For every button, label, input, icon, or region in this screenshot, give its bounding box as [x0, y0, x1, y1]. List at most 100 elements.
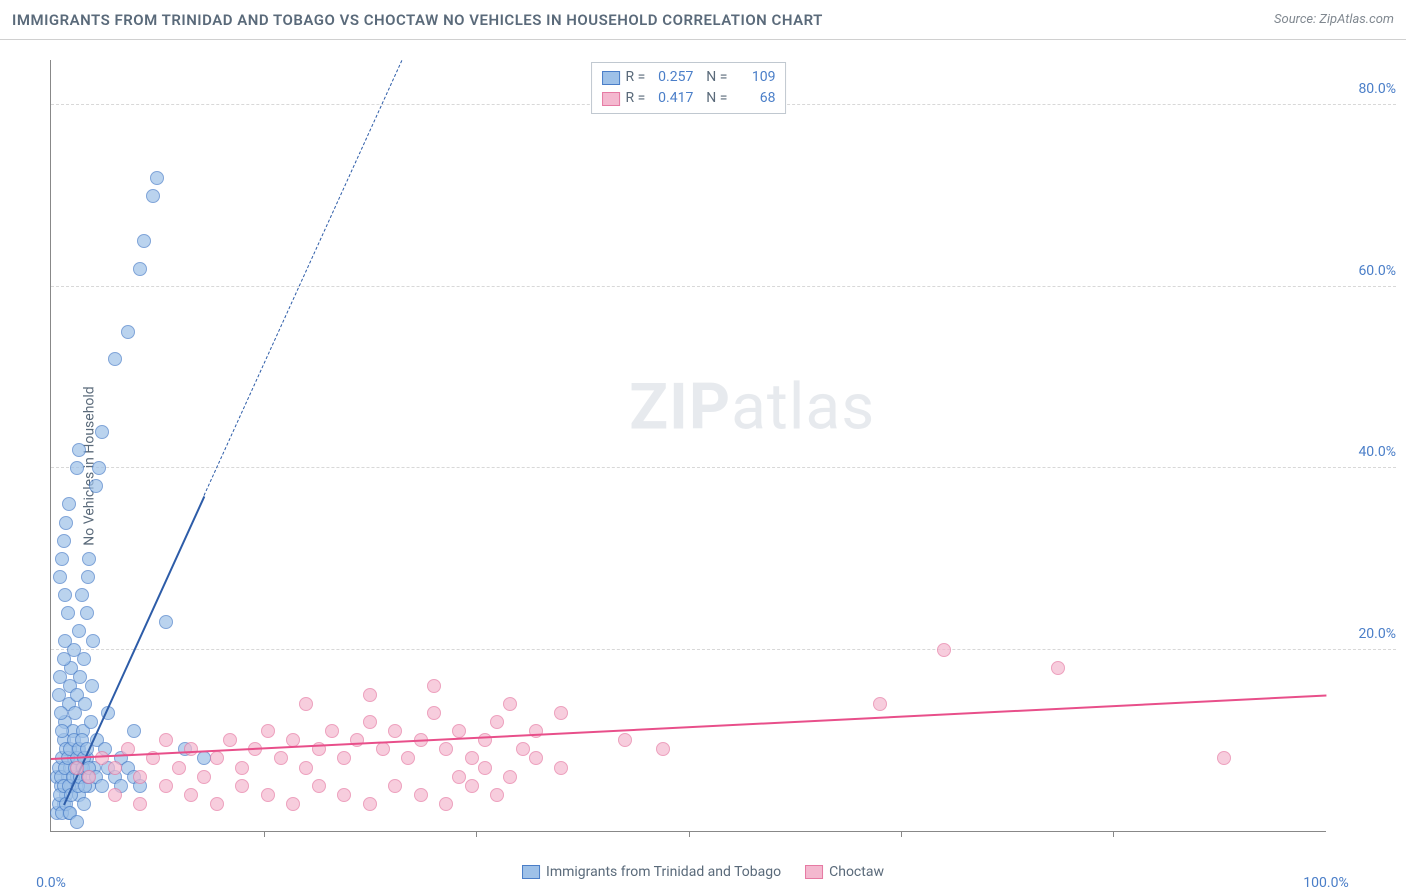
- data-point: [59, 516, 73, 530]
- data-point: [72, 443, 86, 457]
- data-point: [223, 733, 237, 747]
- gridline: [51, 467, 1396, 468]
- data-point: [529, 724, 543, 738]
- data-point: [490, 715, 504, 729]
- data-point: [70, 815, 84, 829]
- data-point: [75, 588, 89, 602]
- data-point: [137, 234, 151, 248]
- data-point: [86, 634, 100, 648]
- y-tick-label: 80.0%: [1336, 81, 1396, 97]
- legend-swatch-blue: [602, 71, 620, 85]
- data-point: [127, 724, 141, 738]
- data-point: [1051, 661, 1065, 675]
- gridline: [51, 286, 1396, 287]
- stat-label-r: R =: [626, 88, 646, 109]
- data-point: [1217, 751, 1231, 765]
- data-point: [72, 624, 86, 638]
- legend-item: Immigrants from Trinidad and Tobago: [522, 864, 781, 880]
- legend-swatch-pink: [602, 92, 620, 106]
- data-point: [89, 479, 103, 493]
- data-point: [58, 588, 72, 602]
- stat-n-pink: 68: [733, 88, 775, 109]
- data-point: [401, 751, 415, 765]
- data-point: [95, 751, 109, 765]
- chart-source: Source: ZipAtlas.com: [1274, 12, 1394, 27]
- data-point: [337, 751, 351, 765]
- stat-r-blue: 0.257: [651, 67, 693, 88]
- data-point: [516, 742, 530, 756]
- data-point: [554, 706, 568, 720]
- chart-title: IMMIGRANTS FROM TRINIDAD AND TOBAGO VS C…: [12, 11, 823, 29]
- legend-swatch-pink: [805, 865, 823, 879]
- data-point: [77, 652, 91, 666]
- data-point: [77, 797, 91, 811]
- legend-label: Choctaw: [829, 864, 884, 880]
- stat-label-r: R =: [626, 67, 646, 88]
- scatter-plot: ZIPatlas R = 0.257 N = 109 R = 0.417 N =…: [50, 60, 1326, 832]
- data-point: [172, 761, 186, 775]
- data-point: [261, 724, 275, 738]
- data-point: [85, 679, 99, 693]
- data-point: [95, 779, 109, 793]
- data-point: [439, 797, 453, 811]
- data-point: [62, 497, 76, 511]
- y-tick-label: 20.0%: [1336, 626, 1396, 642]
- legend-label: Immigrants from Trinidad and Tobago: [546, 864, 781, 880]
- data-point: [529, 751, 543, 765]
- data-point: [81, 570, 95, 584]
- x-tick: [689, 831, 690, 837]
- data-point: [325, 724, 339, 738]
- y-tick-label: 60.0%: [1336, 263, 1396, 279]
- x-tick-label: 100.0%: [1303, 875, 1348, 891]
- data-point: [53, 670, 67, 684]
- data-point: [70, 761, 84, 775]
- data-point: [82, 552, 96, 566]
- data-point: [439, 742, 453, 756]
- data-point: [388, 779, 402, 793]
- data-point: [554, 761, 568, 775]
- data-point: [274, 751, 288, 765]
- chart-area: No Vehicles in Household ZIPatlas R = 0.…: [0, 40, 1406, 892]
- y-tick-label: 40.0%: [1336, 444, 1396, 460]
- stat-label-n: N =: [699, 88, 727, 109]
- data-point: [235, 779, 249, 793]
- data-point: [54, 706, 68, 720]
- legend-swatch-blue: [522, 865, 540, 879]
- trend-line: [51, 695, 1326, 760]
- data-point: [503, 770, 517, 784]
- x-tick-label: 0.0%: [36, 875, 66, 891]
- data-point: [427, 706, 441, 720]
- data-point: [656, 742, 670, 756]
- data-point: [503, 697, 517, 711]
- data-point: [57, 652, 71, 666]
- data-point: [210, 751, 224, 765]
- data-point: [184, 788, 198, 802]
- watermark-zip: ZIP: [629, 369, 731, 444]
- data-point: [95, 425, 109, 439]
- stat-r-pink: 0.417: [651, 88, 693, 109]
- data-point: [618, 733, 632, 747]
- data-point: [52, 688, 66, 702]
- x-tick: [901, 831, 902, 837]
- data-point: [363, 715, 377, 729]
- data-point: [414, 788, 428, 802]
- data-point: [388, 724, 402, 738]
- x-tick: [1113, 831, 1114, 837]
- data-point: [78, 697, 92, 711]
- data-point: [61, 606, 75, 620]
- data-point: [363, 688, 377, 702]
- data-point: [55, 552, 69, 566]
- watermark-atlas: atlas: [731, 369, 875, 444]
- data-point: [465, 751, 479, 765]
- stat-label-n: N =: [699, 67, 727, 88]
- data-point: [478, 761, 492, 775]
- data-point: [299, 761, 313, 775]
- watermark: ZIPatlas: [629, 369, 875, 444]
- data-point: [873, 697, 887, 711]
- data-point: [159, 615, 173, 629]
- x-tick: [476, 831, 477, 837]
- data-point: [937, 643, 951, 657]
- stat-n-blue: 109: [733, 67, 775, 88]
- trend-line-dashed: [204, 60, 403, 496]
- data-point: [121, 325, 135, 339]
